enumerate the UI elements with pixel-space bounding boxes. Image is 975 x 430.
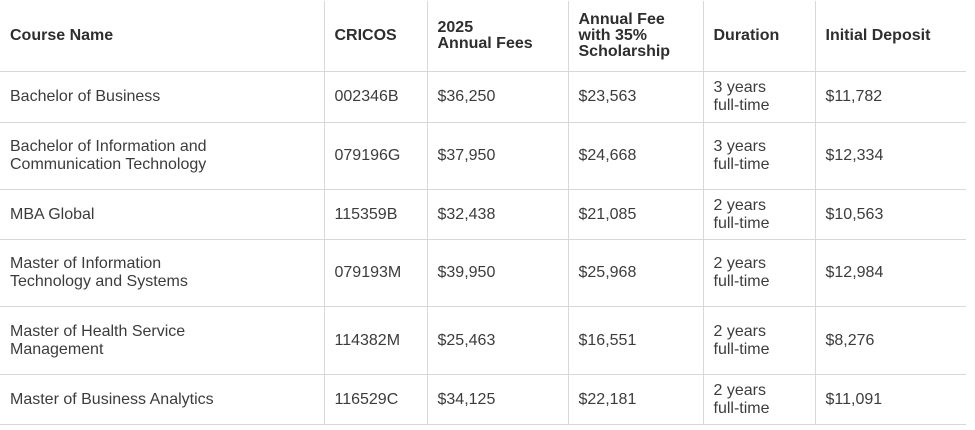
duration-mode: full-time (713, 214, 770, 232)
annual-fees-cell: $37,950 (426, 122, 569, 190)
duration-cell: 3 years full-time (702, 71, 816, 123)
course-name-cell: Master of Health Service Management (0, 306, 325, 375)
duration-years: 2 years (713, 381, 766, 399)
duration-years: 2 years (713, 322, 766, 340)
header-scholarship-line1: Annual Fee (578, 11, 665, 28)
annual-fees-cell: $32,438 (426, 189, 569, 240)
duration-cell: 2 years full-time (702, 306, 816, 375)
header-cricos: CRICOS (323, 1, 428, 72)
cricos-cell: 079196G (323, 122, 428, 190)
initial-deposit-cell: $8,276 (814, 306, 966, 375)
duration-mode: full-time (713, 156, 770, 173)
scholarship-fee-cell: $16,551 (567, 306, 704, 375)
table-row: Master of Health Service Management 1143… (0, 306, 966, 375)
cricos-cell: 116529C (323, 374, 428, 425)
annual-fees-cell: $34,125 (426, 374, 569, 425)
scholarship-fee-cell: $23,563 (567, 71, 704, 123)
duration-mode: full-time (713, 399, 770, 417)
header-initial-deposit: Initial Deposit (814, 1, 966, 72)
course-name-line: Master of Business Analytics (10, 390, 214, 408)
initial-deposit-cell: $11,091 (814, 374, 966, 425)
scholarship-fee-cell: $25,968 (567, 239, 704, 307)
duration-mode: full-time (713, 97, 770, 114)
header-annual-fees-label: Annual Fees (437, 35, 533, 52)
duration-cell: 2 years full-time (702, 239, 816, 307)
table-row: Bachelor of Information and Communicatio… (0, 122, 966, 190)
course-name-line: Master of Health Service (10, 322, 186, 340)
initial-deposit-cell: $12,334 (814, 122, 966, 190)
duration-cell: 2 years full-time (702, 189, 816, 240)
annual-fees-cell: $39,950 (426, 239, 569, 307)
duration-years: 2 years (713, 196, 766, 214)
duration-cell: 3 years full-time (702, 122, 816, 190)
scholarship-fee-cell: $22,181 (567, 374, 704, 425)
course-name-line: Bachelor of Business (10, 88, 161, 105)
header-scholarship-fee: Annual Fee with 35% Scholarship (567, 1, 704, 72)
course-name-cell: Bachelor of Business (0, 71, 325, 123)
initial-deposit-cell: $10,563 (814, 189, 966, 240)
table-header-row: Course Name CRICOS 2025 Annual Fees Annu… (0, 1, 966, 72)
header-scholarship-line2: with 35% (578, 27, 647, 44)
scholarship-fee-cell: $24,668 (567, 122, 704, 190)
header-scholarship-line3: Scholarship (578, 43, 671, 60)
course-name-line: Technology and Systems (10, 273, 188, 290)
course-name-line: Bachelor of Information and (10, 138, 207, 155)
annual-fees-cell: $25,463 (426, 306, 569, 375)
course-name-line: Master of Information (10, 255, 162, 272)
course-name-line: MBA Global (10, 205, 95, 223)
course-fees-table: Course Name CRICOS 2025 Annual Fees Annu… (0, 1, 966, 425)
course-name-cell: Master of Business Analytics (0, 374, 325, 425)
initial-deposit-cell: $11,782 (814, 71, 966, 123)
course-name-cell: Bachelor of Information and Communicatio… (0, 122, 325, 190)
course-name-line: Communication Technology (10, 156, 207, 173)
cricos-cell: 079193M (323, 239, 428, 307)
scholarship-fee-cell: $21,085 (567, 189, 704, 240)
duration-years: 2 years (713, 255, 766, 272)
header-annual-fees: 2025 Annual Fees (426, 1, 569, 72)
header-annual-fees-year: 2025 (437, 19, 474, 36)
course-name-cell: MBA Global (0, 189, 325, 240)
table-row: Master of Business Analytics 116529C $34… (0, 374, 966, 425)
table-row: Master of Information Technology and Sys… (0, 239, 966, 307)
cricos-cell: 114382M (323, 306, 428, 375)
header-duration: Duration (702, 1, 816, 72)
cricos-cell: 115359B (323, 189, 428, 240)
course-name-cell: Master of Information Technology and Sys… (0, 239, 325, 307)
duration-mode: full-time (713, 340, 770, 358)
duration-years: 3 years (713, 138, 766, 155)
initial-deposit-cell: $12,984 (814, 239, 966, 307)
table-row: Bachelor of Business 002346B $36,250 $23… (0, 71, 966, 123)
course-name-line: Management (10, 340, 104, 358)
duration-cell: 2 years full-time (702, 374, 816, 425)
header-course-name: Course Name (0, 1, 325, 72)
duration-years: 3 years (713, 79, 766, 96)
annual-fees-cell: $36,250 (426, 71, 569, 123)
cricos-cell: 002346B (323, 71, 428, 123)
duration-mode: full-time (713, 273, 770, 290)
table-row: MBA Global 115359B $32,438 $21,085 2 yea… (0, 189, 966, 240)
